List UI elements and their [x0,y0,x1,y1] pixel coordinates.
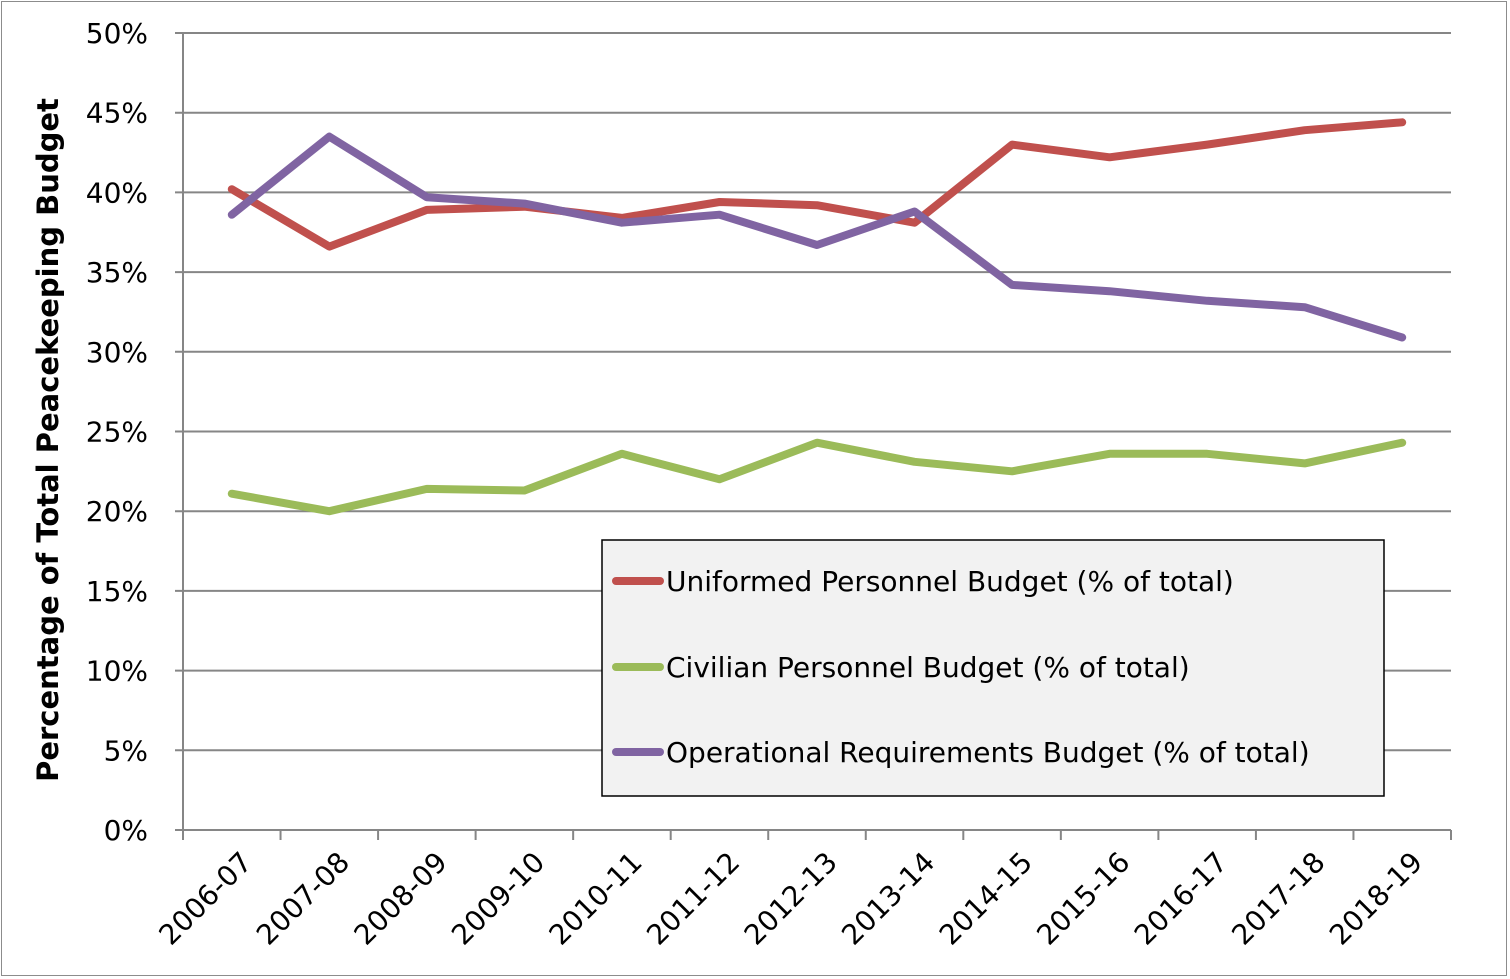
series-line-3 [227,132,1407,342]
series-line-1 [227,118,1407,251]
x-tick-label: 2007-08 [250,845,356,951]
y-tick-label: 45% [86,97,148,130]
y-tick-label: 20% [86,495,148,528]
x-axis-tick-labels: 2006-072007-082008-092009-102010-112011-… [153,845,1430,951]
x-tick-label: 2006-07 [153,845,259,951]
legend-label-1: Uniformed Personnel Budget (% of total) [666,565,1234,598]
y-tick-label: 15% [86,575,148,608]
x-tick-label: 2014-15 [933,845,1039,951]
x-tick-label: 2017-18 [1225,845,1331,951]
y-tick-label: 50% [86,17,148,50]
y-tick-label: 35% [86,256,148,289]
y-axis-tick-labels: 0% 5% 10% 15% 20% 25% 30% 35% 40% 45% 50% [86,17,148,847]
series-line-2 [227,438,1407,516]
y-tick-label: 10% [86,655,148,688]
x-tick-label: 2018-19 [1323,845,1429,951]
series-lines [227,118,1407,516]
x-tick-label: 2008-09 [348,845,454,951]
x-tick-label: 2010-11 [543,845,649,951]
x-tick-label: 2012-13 [738,845,844,951]
axes [175,33,1452,840]
legend: Uniformed Personnel Budget (% of total) C… [601,539,1385,797]
x-tick-label: 2011-12 [640,845,746,951]
y-tick-label: 25% [86,416,148,449]
x-tick-label: 2013-14 [835,845,941,951]
x-tick-label: 2016-17 [1128,845,1234,951]
y-tick-label: 30% [86,336,148,369]
y-tick-label: 0% [104,814,148,847]
legend-box [601,539,1385,797]
legend-label-3: Operational Requirements Budget (% of to… [666,736,1310,769]
y-tick-label: 40% [86,176,148,209]
legend-label-2: Civilian Personnel Budget (% of total) [666,651,1190,684]
y-axis-title: Percentage of Total Peacekeeping Budget [31,98,65,782]
x-tick-label: 2015-16 [1030,845,1136,951]
y-tick-label: 5% [104,734,148,767]
x-tick-label: 2009-10 [445,845,551,951]
